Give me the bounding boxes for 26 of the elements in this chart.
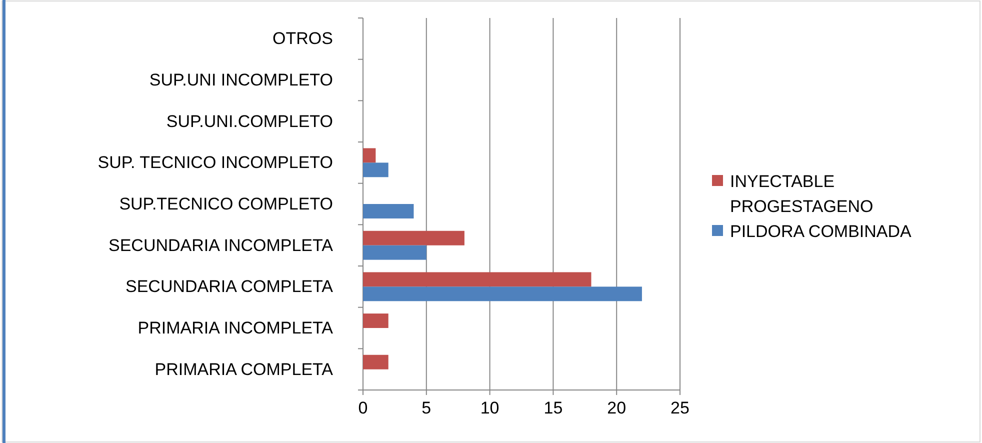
x-tick-label: 0 <box>358 398 368 418</box>
bar <box>363 354 388 370</box>
x-tick-label: 5 <box>422 398 432 418</box>
y-tick-label: OTROS <box>272 29 333 48</box>
legend-label: INYECTABLE PROGESTAGENO <box>730 172 874 216</box>
y-tick-label: SUP.UNI.COMPLETO <box>166 112 333 131</box>
x-tick-label: 25 <box>670 398 690 418</box>
bar <box>363 162 388 178</box>
y-tick-label: SECUNDARIA COMPLETA <box>125 277 334 296</box>
bar <box>363 204 414 218</box>
bar <box>363 230 464 246</box>
bar <box>363 314 388 328</box>
x-tick-label: 15 <box>544 398 563 418</box>
x-tick-label: 20 <box>607 398 626 418</box>
bar <box>363 148 376 163</box>
y-tick-label: SUP.UNI INCOMPLETO <box>149 70 333 90</box>
bar <box>363 245 426 260</box>
y-tick-label: SUP.TECNICO COMPLETO <box>119 194 333 214</box>
bar <box>363 286 642 302</box>
bar <box>363 272 592 287</box>
y-tick-label: PRIMARIA COMPLETA <box>154 360 334 379</box>
x-tick-label: 10 <box>480 398 500 418</box>
legend-label: PILDORA COMBINADA <box>730 222 912 241</box>
y-tick-label: PRIMARIA INCOMPLETA <box>138 318 334 338</box>
y-tick-label: SECUNDARIA INCOMPLETA <box>108 236 334 255</box>
y-tick-label: SUP. TECNICO INCOMPLETO <box>98 153 333 172</box>
